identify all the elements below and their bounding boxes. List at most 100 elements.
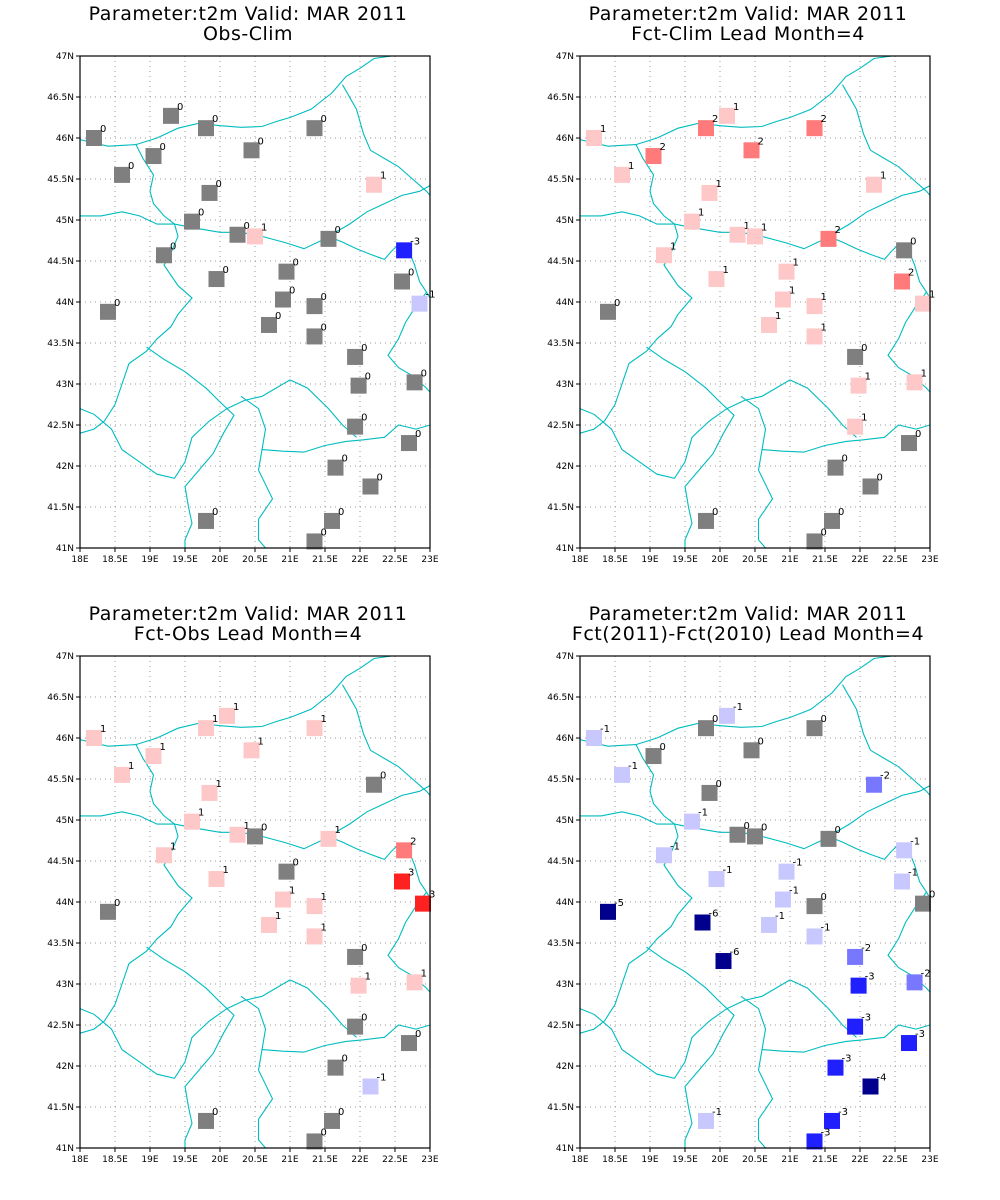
station-value-label: 0 [415,429,421,440]
station-value-label: -1 [789,886,799,897]
station-value-label: 1 [100,724,106,735]
station-value-label: 0 [361,413,367,424]
station-value-label: 0 [342,454,348,465]
border-line [646,946,735,1148]
y-tick-label: 42N [556,1062,574,1072]
x-tick-label: 19.5E [172,555,198,565]
station-value-label: 1 [244,821,250,832]
border-line [579,379,791,479]
station-value-label: 1 [212,714,218,725]
station-value-label: 1 [744,221,750,232]
station-value-label: -1 [910,836,920,847]
border-line [579,979,791,1079]
station-value-label: 1 [421,968,427,979]
station-marker [806,720,823,737]
border-line [261,1024,431,1053]
x-tick-label: 18E [571,555,588,565]
station-marker [278,263,295,280]
station-marker [396,242,413,259]
station-marker [347,1018,364,1035]
x-tick-label: 20.5E [742,1155,768,1165]
station-value-label: 2 [758,136,764,147]
station-marker [719,107,735,124]
station-value-label: 3 [408,868,414,879]
panel-title-line2: Obs-Clim [202,23,294,45]
station-value-label: -1 [821,922,831,933]
station-marker [366,776,382,793]
station-marker [600,903,616,920]
station-marker [362,1078,379,1095]
x-tick-label: 19.5E [672,555,698,565]
y-tick-label: 42N [56,462,74,472]
border-line [79,55,392,147]
border-line [342,684,431,796]
border-line [261,424,431,453]
panel-title-line1: Parameter:t2m Valid: MAR 2011 [588,603,908,625]
station-value-label: 1 [128,761,134,772]
station-marker [743,742,760,759]
station-marker [656,247,672,264]
station-value-label: -1 [377,1073,387,1084]
station-marker [701,784,718,801]
station-marker [586,730,602,746]
station-value-label: 0 [614,298,620,309]
station-marker [586,130,602,146]
station-value-label: 0 [408,268,414,279]
border-line [579,55,892,147]
station-marker [401,435,417,452]
station-value-label: 2 [908,268,914,279]
y-tick-label: 41N [556,1144,574,1154]
station-value-label: 1 [233,702,239,713]
border-line [146,346,235,548]
y-tick-label: 43N [56,980,74,990]
station-marker [806,1133,823,1150]
y-tick-label: 45.5N [547,175,574,185]
station-marker [698,720,714,737]
y-tick-label: 43.5N [47,339,74,349]
station-marker [820,230,837,247]
station-marker [114,766,130,783]
station-value-label: 0 [338,1107,344,1118]
station-value-label: 0 [289,286,295,297]
station-marker [306,298,323,315]
station-value-label: 1 [261,222,267,233]
station-marker [719,707,735,724]
station-marker [743,142,760,159]
station-value-label: 1 [321,714,327,725]
border-line [240,995,274,1149]
station-value-label: 0 [321,114,327,125]
station-marker [320,230,337,247]
station-value-label: -3 [842,1054,852,1065]
station-value-label: 0 [861,343,867,354]
map-panel-obs-clim: Parameter:t2m Valid: MAR 2011 Obs-Clim 0… [38,4,458,574]
station-value-label: 0 [915,429,921,440]
station-value-label: 0 [761,822,767,833]
station-marker [198,1112,214,1129]
station-value-label: 0 [716,779,722,790]
station-marker [906,374,923,391]
station-marker [847,418,864,435]
station-marker [401,1035,417,1052]
station-value-label: 0 [321,292,327,303]
station-marker [86,730,102,746]
station-marker [198,120,214,137]
y-tick-label: 43N [556,980,574,990]
border-line [328,185,431,237]
station-value-label: 0 [212,507,218,518]
station-marker [366,176,382,193]
y-tick-label: 41.5N [47,1103,74,1113]
station-value-label: 1 [321,892,327,903]
station-value-label: 0 [415,1029,421,1040]
station-marker [347,418,364,435]
station-marker [824,1112,840,1129]
y-tick-label: 41.5N [547,503,574,513]
station-marker [261,916,277,933]
station-marker [350,377,367,394]
map-panel-fct-diff: Parameter:t2m Valid: MAR 2011 Fct(2011)-… [538,604,958,1174]
y-tick-label: 45N [56,816,74,826]
station-marker [698,1112,714,1129]
station-value-label: 1 [198,808,204,819]
station-value-label: 0 [338,507,344,518]
x-tick-label: 18E [71,1155,88,1165]
